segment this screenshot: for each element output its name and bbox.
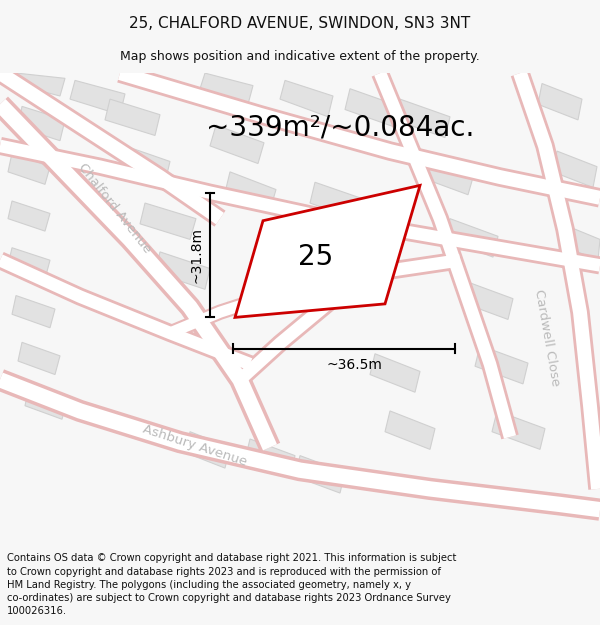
Polygon shape: [210, 125, 264, 164]
Text: ~339m²/~0.084ac.: ~339m²/~0.084ac.: [206, 113, 474, 141]
Polygon shape: [280, 81, 333, 117]
Polygon shape: [235, 186, 420, 318]
Polygon shape: [345, 89, 400, 127]
Polygon shape: [385, 411, 435, 449]
Polygon shape: [8, 201, 50, 231]
Polygon shape: [330, 241, 386, 281]
Polygon shape: [255, 229, 311, 269]
Polygon shape: [70, 81, 125, 115]
Polygon shape: [395, 99, 450, 138]
Polygon shape: [295, 456, 345, 493]
Text: Chalford Avenue: Chalford Avenue: [76, 161, 154, 256]
Polygon shape: [12, 296, 55, 328]
Text: ~36.5m: ~36.5m: [326, 358, 382, 372]
Polygon shape: [155, 252, 210, 289]
Polygon shape: [310, 182, 366, 221]
Text: Cardwell Close: Cardwell Close: [532, 289, 562, 388]
Polygon shape: [8, 153, 50, 184]
Polygon shape: [370, 354, 420, 392]
Polygon shape: [140, 203, 196, 239]
Polygon shape: [25, 387, 67, 419]
Polygon shape: [492, 411, 545, 449]
Polygon shape: [12, 73, 65, 96]
Text: Ashbury Avenue: Ashbury Avenue: [141, 422, 249, 468]
Polygon shape: [475, 346, 528, 384]
Polygon shape: [560, 224, 600, 260]
Polygon shape: [225, 172, 276, 211]
Polygon shape: [18, 342, 60, 374]
Polygon shape: [8, 248, 50, 279]
Polygon shape: [445, 219, 498, 257]
Text: Map shows position and indicative extent of the property.: Map shows position and indicative extent…: [120, 50, 480, 62]
Text: 25, CHALFORD AVENUE, SWINDON, SN3 3NT: 25, CHALFORD AVENUE, SWINDON, SN3 3NT: [130, 16, 470, 31]
Polygon shape: [420, 156, 474, 195]
Polygon shape: [120, 146, 170, 182]
Polygon shape: [538, 84, 582, 120]
Polygon shape: [105, 99, 160, 136]
Text: 25: 25: [298, 243, 334, 271]
Polygon shape: [185, 432, 230, 468]
Polygon shape: [460, 281, 513, 319]
Polygon shape: [18, 106, 65, 141]
Polygon shape: [245, 439, 295, 476]
Polygon shape: [200, 73, 253, 104]
Text: Contains OS data © Crown copyright and database right 2021. This information is : Contains OS data © Crown copyright and d…: [7, 553, 457, 616]
Text: ~31.8m: ~31.8m: [189, 227, 203, 283]
Polygon shape: [553, 151, 597, 188]
